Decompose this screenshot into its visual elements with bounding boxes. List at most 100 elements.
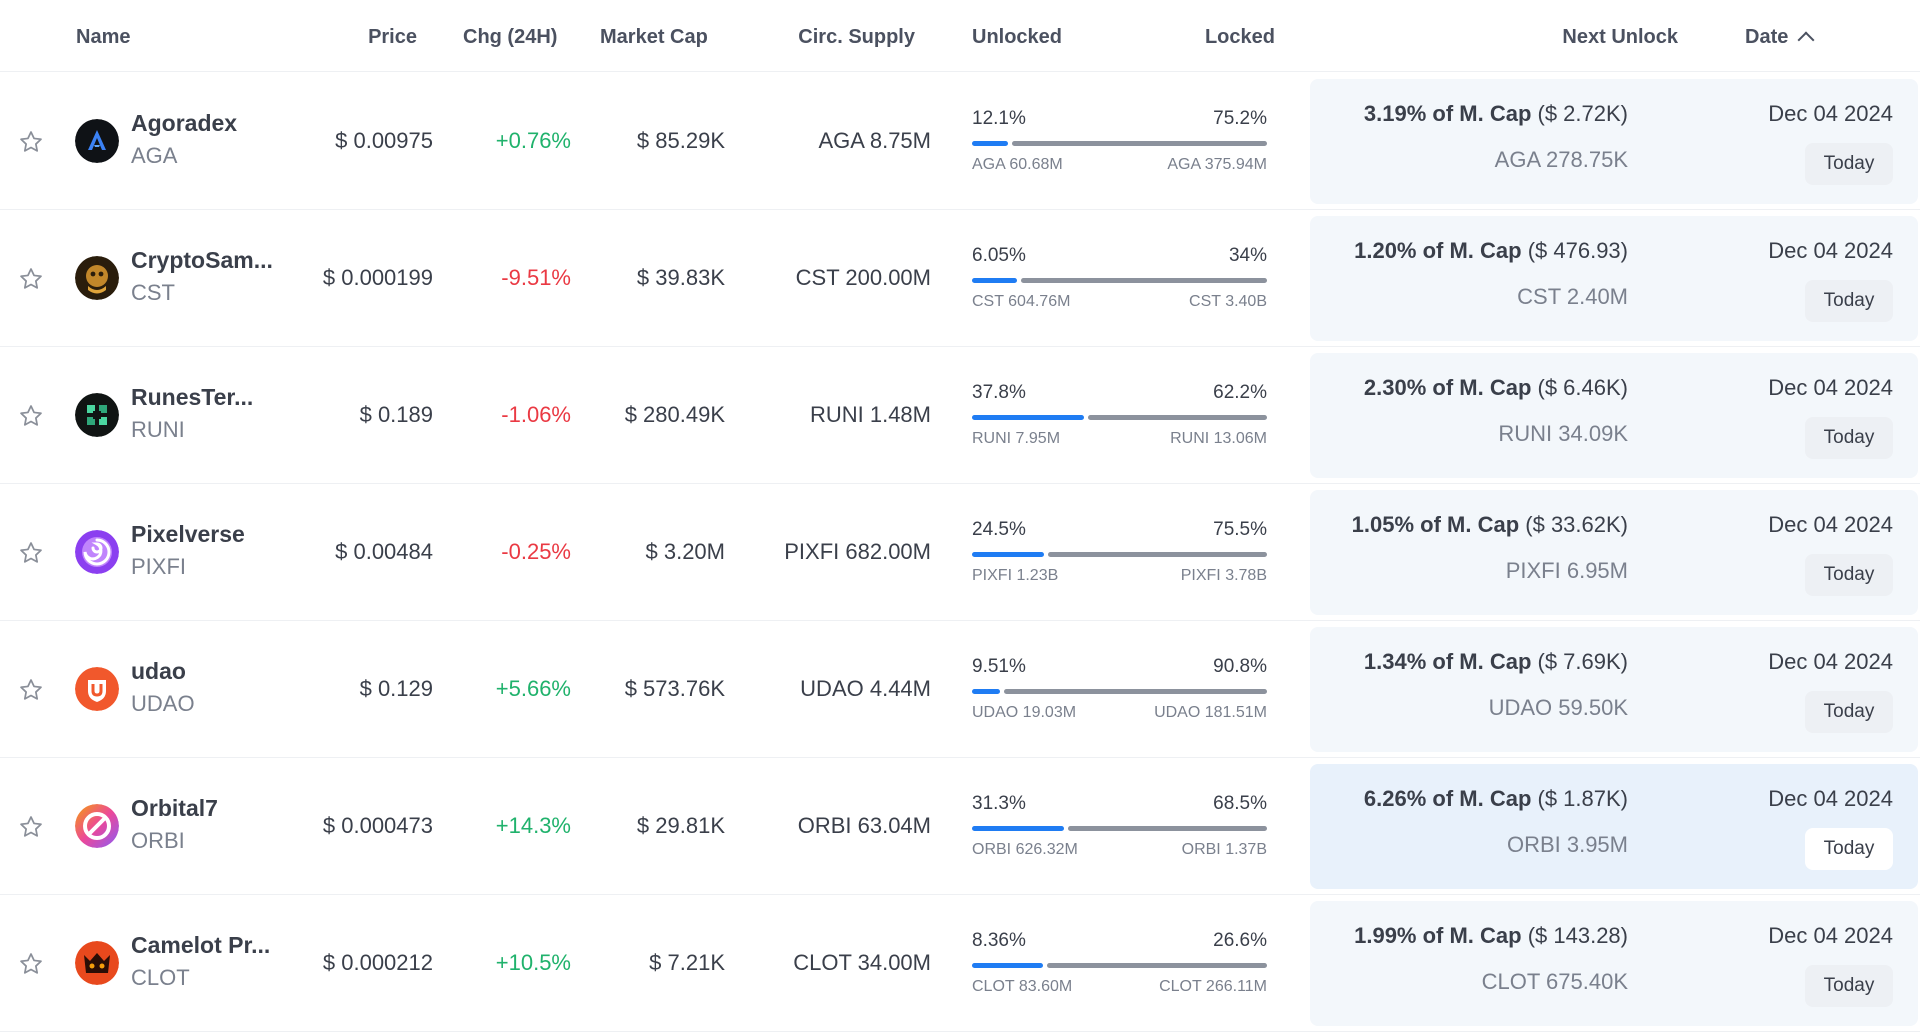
token-price: $ 0.000473 bbox=[322, 813, 433, 838]
locked-percent: 62.2% bbox=[1213, 382, 1267, 403]
token-name[interactable]: RunesTer... bbox=[131, 384, 254, 410]
next-unlock-panel[interactable] bbox=[1310, 79, 1918, 204]
token-price: $ 0.00484 bbox=[335, 539, 433, 564]
next-unlock-amount: CST 2.40M bbox=[1517, 284, 1628, 309]
price-change-24h: +0.76% bbox=[495, 128, 571, 153]
star-icon[interactable] bbox=[18, 677, 44, 703]
locked-amount: AGA 375.94M bbox=[1167, 156, 1267, 173]
unlock-date: Dec 04 2024 bbox=[1768, 375, 1893, 400]
next-unlock-amount: RUNI 34.09K bbox=[1498, 421, 1628, 446]
circulating-supply: PIXFI 682.00M bbox=[784, 539, 931, 564]
column-header-date[interactable]: Date bbox=[1745, 26, 1815, 49]
next-unlock-panel[interactable] bbox=[1310, 901, 1918, 1026]
unlocked-bar-fill bbox=[972, 141, 1008, 146]
runester-logo-icon bbox=[75, 393, 119, 437]
next-unlock-panel[interactable] bbox=[1310, 764, 1918, 889]
locked-amount: RUNI 13.06M bbox=[1170, 430, 1267, 447]
unlocked-percent: 9.51% bbox=[972, 656, 1026, 677]
token-name[interactable]: udao bbox=[131, 658, 186, 684]
unlock-progress-bar bbox=[972, 963, 1267, 968]
next-unlock-mcap: 6.26% of M. Cap ($ 1.87K) bbox=[1364, 786, 1628, 812]
star-icon[interactable] bbox=[18, 951, 44, 977]
unlocked-amount: PIXFI 1.23B bbox=[972, 567, 1059, 584]
column-header-circ-supply[interactable]: Circ. Supply bbox=[798, 26, 915, 48]
column-header-next-unlock[interactable]: Next Unlock bbox=[1562, 26, 1678, 48]
unlock-date: Dec 04 2024 bbox=[1768, 238, 1893, 263]
price-change-24h: -9.51% bbox=[501, 265, 571, 290]
table-row[interactable]: Orbital7 ORBI $ 0.000473 +14.3% $ 29.81K… bbox=[0, 758, 1920, 895]
today-badge: Today bbox=[1805, 828, 1893, 870]
locked-bar-fill bbox=[1088, 415, 1267, 420]
next-unlock-amount: AGA 278.75K bbox=[1494, 147, 1628, 172]
locked-percent: 68.5% bbox=[1213, 793, 1267, 814]
locked-bar-fill bbox=[1012, 141, 1267, 146]
unlocked-bar-fill bbox=[972, 963, 1043, 968]
next-unlock-panel[interactable] bbox=[1310, 353, 1918, 478]
token-name[interactable]: Pixelverse bbox=[131, 521, 245, 547]
token-price: $ 0.129 bbox=[359, 676, 433, 701]
circulating-supply: CST 200.00M bbox=[795, 265, 931, 290]
table-row[interactable]: Agoradex AGA $ 0.00975 +0.76% $ 85.29K A… bbox=[0, 73, 1920, 210]
star-icon[interactable] bbox=[18, 814, 44, 840]
column-header-market-cap[interactable]: Market Cap bbox=[600, 26, 708, 48]
udao-logo-icon bbox=[75, 667, 119, 711]
column-header-unlocked[interactable]: Unlocked bbox=[972, 26, 1063, 48]
token-name[interactable]: Agoradex bbox=[131, 110, 238, 136]
price-change-24h: +14.3% bbox=[495, 813, 571, 838]
locked-bar-fill bbox=[1004, 689, 1267, 694]
locked-amount: CLOT 266.11M bbox=[1159, 978, 1267, 995]
star-icon[interactable] bbox=[18, 540, 44, 566]
token-name[interactable]: CryptoSam... bbox=[131, 247, 273, 273]
next-unlock-amount: UDAO 59.50K bbox=[1488, 695, 1628, 720]
column-header-locked[interactable]: Locked bbox=[1204, 26, 1275, 48]
locked-bar-fill bbox=[1048, 552, 1267, 557]
market-cap: $ 573.76K bbox=[624, 676, 725, 701]
unlock-progress-bar bbox=[972, 826, 1267, 831]
star-icon[interactable] bbox=[18, 129, 44, 155]
locked-percent: 34% bbox=[1228, 245, 1267, 266]
unlock-progress-bar bbox=[972, 689, 1267, 694]
next-unlock-mcap: 1.20% of M. Cap ($ 476.93) bbox=[1354, 238, 1628, 264]
unlocked-percent: 8.36% bbox=[972, 930, 1026, 951]
table-row[interactable]: Pixelverse PIXFI $ 0.00484 -0.25% $ 3.20… bbox=[0, 484, 1920, 621]
star-icon[interactable] bbox=[18, 266, 44, 292]
date-header-label: Date bbox=[1745, 26, 1789, 48]
table-row[interactable]: udao UDAO $ 0.129 +5.66% $ 573.76K UDAO … bbox=[0, 621, 1920, 758]
token-symbol: CST bbox=[131, 280, 175, 305]
unlocked-percent: 12.1% bbox=[972, 108, 1026, 129]
column-header-price[interactable]: Price bbox=[368, 26, 417, 48]
column-header-chg[interactable]: Chg (24H) bbox=[463, 26, 558, 48]
today-badge: Today bbox=[1805, 143, 1893, 185]
next-unlock-panel[interactable] bbox=[1310, 490, 1918, 615]
next-unlock-mcap-percent: 1.20% of M. Cap bbox=[1354, 238, 1522, 263]
unlocked-amount: CST 604.76M bbox=[972, 293, 1071, 310]
token-symbol: RUNI bbox=[131, 417, 185, 442]
column-header-name[interactable]: Name bbox=[76, 26, 131, 48]
token-name[interactable]: Orbital7 bbox=[131, 795, 218, 821]
next-unlock-mcap: 2.30% of M. Cap ($ 6.46K) bbox=[1364, 375, 1628, 401]
next-unlock-usd: ($ 7.69K) bbox=[1531, 649, 1629, 674]
table-row[interactable]: RunesTer... RUNI $ 0.189 -1.06% $ 280.49… bbox=[0, 347, 1920, 484]
market-cap: $ 3.20M bbox=[645, 539, 726, 564]
today-badge: Today bbox=[1805, 691, 1893, 733]
unlock-progress-bar bbox=[972, 552, 1267, 557]
table-row[interactable]: Camelot Pr... CLOT $ 0.000212 +10.5% $ 7… bbox=[0, 895, 1920, 1032]
next-unlock-mcap: 1.99% of M. Cap ($ 143.28) bbox=[1354, 923, 1628, 949]
next-unlock-mcap-percent: 1.05% of M. Cap bbox=[1351, 512, 1520, 537]
circulating-supply: UDAO 4.44M bbox=[800, 676, 931, 701]
table-row[interactable]: CryptoSam... CST $ 0.000199 -9.51% $ 39.… bbox=[0, 210, 1920, 347]
next-unlock-panel[interactable] bbox=[1310, 216, 1918, 341]
unlocked-amount: UDAO 19.03M bbox=[972, 704, 1077, 721]
next-unlock-mcap: 1.05% of M. Cap ($ 33.62K) bbox=[1352, 512, 1628, 538]
next-unlock-usd: ($ 1.87K) bbox=[1531, 786, 1629, 811]
circulating-supply: ORBI 63.04M bbox=[797, 813, 931, 838]
star-icon[interactable] bbox=[18, 403, 44, 429]
orbital7-logo-icon bbox=[75, 804, 119, 848]
market-cap: $ 29.81K bbox=[636, 813, 725, 838]
sort-chevron-up-icon bbox=[1797, 31, 1815, 49]
next-unlock-panel[interactable] bbox=[1310, 627, 1918, 752]
unlock-date: Dec 04 2024 bbox=[1768, 101, 1893, 126]
today-badge: Today bbox=[1805, 965, 1893, 1007]
token-name[interactable]: Camelot Pr... bbox=[131, 932, 271, 958]
